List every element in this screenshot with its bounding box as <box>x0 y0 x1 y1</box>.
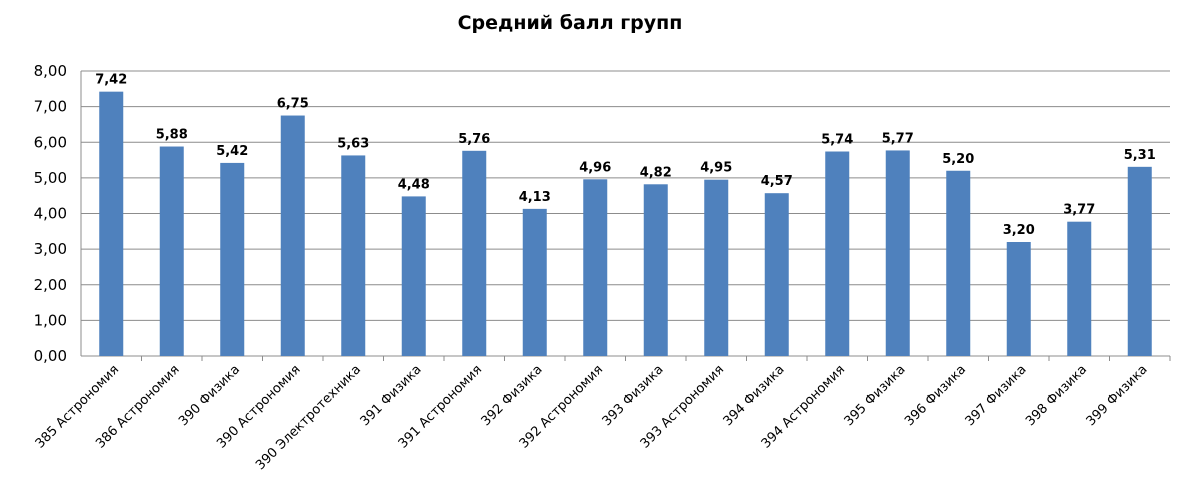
data-label: 4,13 <box>519 190 551 205</box>
bar <box>401 196 426 356</box>
bar <box>825 151 850 356</box>
x-tick-label: 390 Физика <box>176 362 243 429</box>
bar <box>1006 242 1031 356</box>
y-tick-label: 7,00 <box>34 98 67 116</box>
y-tick-label: 5,00 <box>34 169 67 187</box>
data-label: 5,63 <box>337 136 369 151</box>
data-label: 5,76 <box>458 132 490 147</box>
data-label: 5,74 <box>821 133 853 148</box>
data-label: 5,42 <box>216 144 248 159</box>
x-tick-label: 392 Физика <box>479 362 546 429</box>
data-label: 4,57 <box>761 174 793 189</box>
y-tick-label: 8,00 <box>34 62 67 80</box>
data-label: 5,88 <box>156 128 188 143</box>
bar <box>462 150 487 356</box>
x-tick-label: 395 Физика <box>842 362 909 429</box>
y-tick-label: 1,00 <box>34 311 67 329</box>
bar <box>220 162 245 356</box>
y-tick-label: 4,00 <box>34 205 67 223</box>
data-label: 3,20 <box>1003 223 1035 238</box>
chart-title: Средний балл групп <box>457 12 683 34</box>
data-label: 5,77 <box>882 131 914 146</box>
bar <box>522 208 547 356</box>
x-tick-label: 396 Физика <box>902 362 969 429</box>
bar <box>643 184 668 356</box>
x-tick-label: 398 Физика <box>1023 362 1090 429</box>
data-label: 6,75 <box>277 97 309 112</box>
x-tick-label: 393 Физика <box>600 362 667 429</box>
bar <box>704 179 729 356</box>
data-label: 7,42 <box>95 73 127 88</box>
bar <box>946 170 971 356</box>
bar <box>341 155 366 356</box>
bar <box>764 193 789 356</box>
bar <box>1067 221 1092 356</box>
data-label: 4,48 <box>398 177 430 192</box>
bar <box>885 150 910 356</box>
bar <box>1127 166 1152 356</box>
y-tick-label: 6,00 <box>34 133 67 151</box>
bar <box>99 91 124 356</box>
y-tick-label: 2,00 <box>34 276 67 294</box>
data-label: 4,96 <box>579 160 611 175</box>
x-tick-label: 397 Физика <box>963 362 1030 429</box>
x-tick-label: 390 Электротехника <box>253 362 364 473</box>
data-label: 4,82 <box>640 165 672 180</box>
bar <box>583 179 608 356</box>
data-label: 4,95 <box>700 161 732 176</box>
y-tick-label: 0,00 <box>34 347 67 365</box>
x-tick-label: 394 Физика <box>721 362 788 429</box>
x-tick-label: 399 Физика <box>1084 362 1151 429</box>
data-label: 5,20 <box>942 152 974 167</box>
data-label: 3,77 <box>1063 203 1095 218</box>
bar <box>159 146 184 356</box>
data-label: 5,31 <box>1124 148 1156 163</box>
y-tick-label: 3,00 <box>34 240 67 258</box>
x-tick-label: 391 Физика <box>358 362 425 429</box>
bar <box>280 115 305 356</box>
